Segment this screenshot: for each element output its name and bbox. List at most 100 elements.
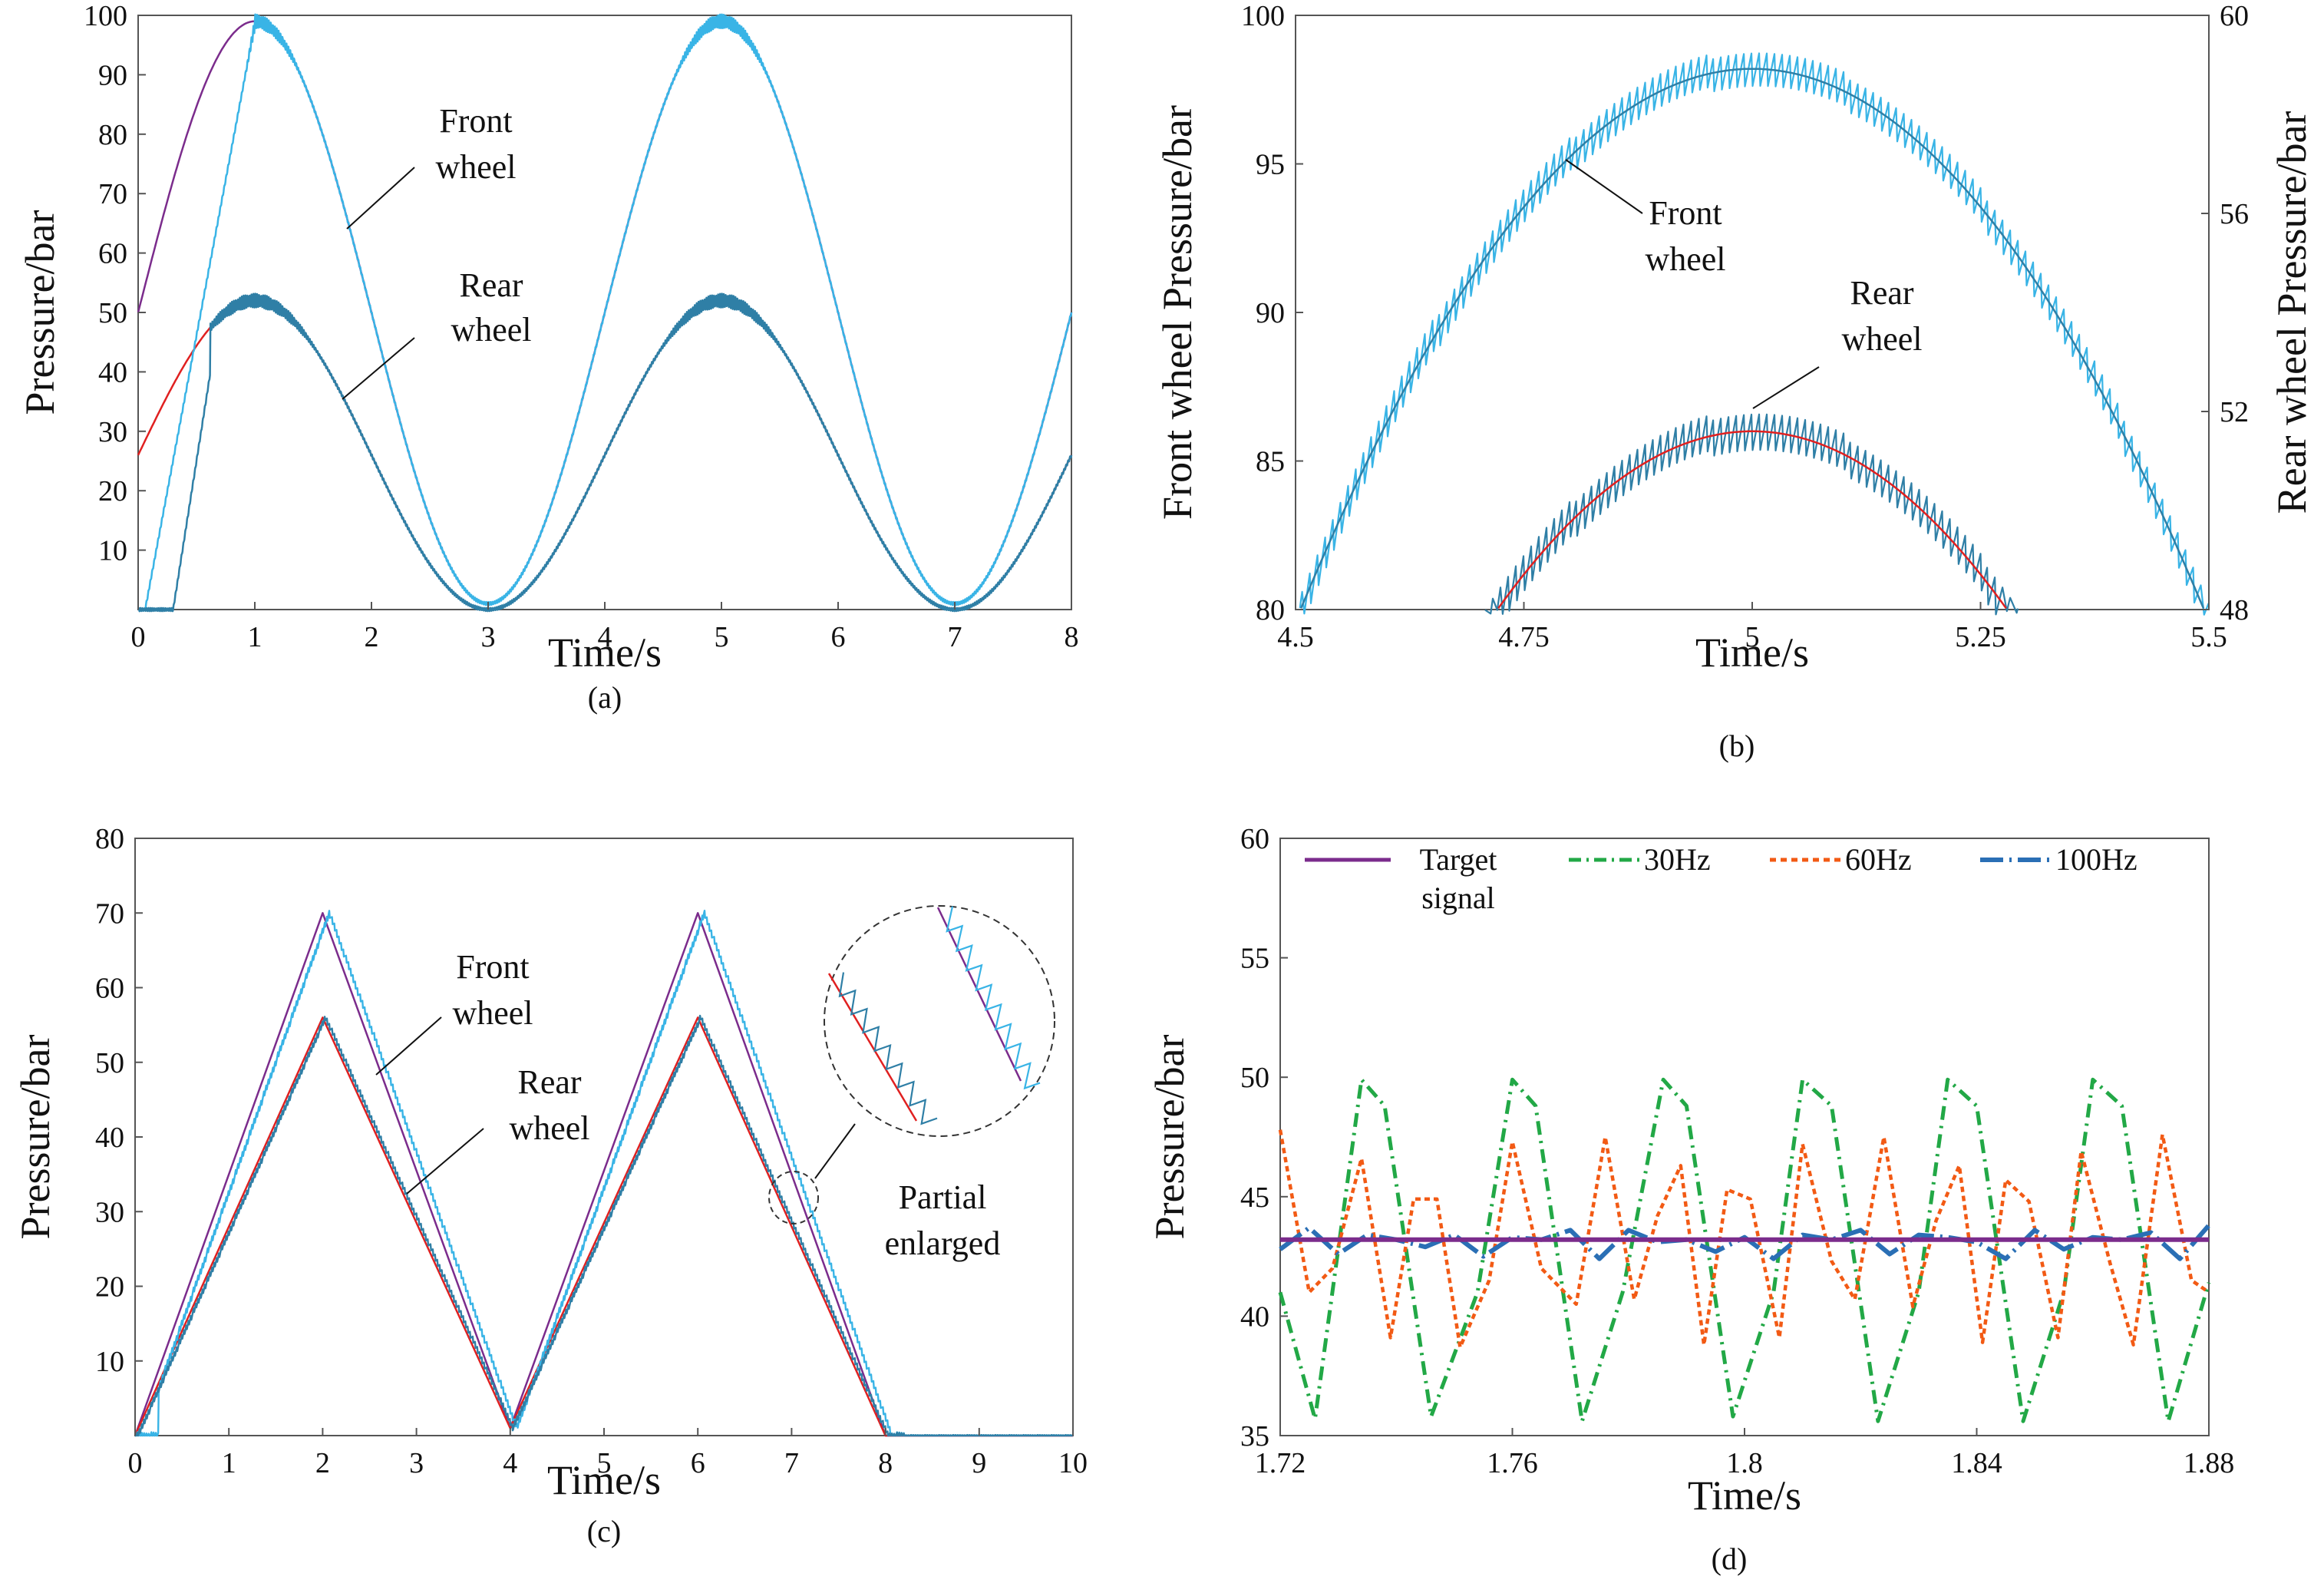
panel-b-ylabel-left: Front wheel Pressure/bar (1154, 105, 1200, 520)
panel-b-xlabel: Time/s (1695, 630, 1809, 676)
panel-d-xlabel: Time/s (1688, 1472, 1801, 1519)
panel-d-y-tick-label: 45 (1240, 1181, 1269, 1214)
panel-c-y-tick-label: 80 (95, 823, 124, 855)
panel-c-caption: (c) (587, 1514, 621, 1548)
panel-b-front-label-1: Front (1649, 194, 1722, 232)
panel-b-x-ticks: 4.5 4.75 5 5.25 5.5 (1277, 602, 2227, 653)
panel-b-ylabel-right: Rear wheel Pressure/bar (2269, 111, 2315, 514)
panel-c-x-tick-label: 6 (691, 1447, 705, 1479)
panel-a-x-tick-label: 4 (598, 621, 612, 653)
panel-b-rear-measured-line (1484, 413, 2019, 616)
panel-b: 4.5 4.75 5 5.25 5.5 80 85 90 95 100 48 52 56 60 Tim… (1154, 0, 2315, 763)
panel-a-rear-measured-line (137, 292, 1073, 613)
panel-a-x-tick-label: 5 (715, 621, 729, 653)
panel-c-y-tick-label: 30 (95, 1196, 124, 1228)
panel-a-x-tick-label: 1 (248, 621, 262, 653)
panel-c-zoom-label-2: enlarged (885, 1224, 1001, 1262)
panel-d-x-tick-label: 1.76 (1487, 1447, 1538, 1479)
panel-d-x-tick-label: 1.84 (1951, 1447, 2002, 1479)
inset-front-measured-line (946, 906, 1041, 1090)
panel-c-zoom-inset-traces (827, 906, 1041, 1125)
panel-b-x-tick-label: 5.25 (1955, 621, 2006, 653)
panel-c-zoom-label-1: Partial (899, 1178, 987, 1216)
panel-d-x-ticks: 1.72 1.76 1.8 1.84 1.88 (1255, 1428, 2235, 1479)
panel-a-x-tick-label: 8 (1065, 621, 1079, 653)
panel-c-x-tick-label: 8 (878, 1447, 893, 1479)
panel-a-x-tick-label: 0 (131, 621, 146, 653)
panel-a-series (137, 13, 1073, 613)
panel-c-x-tick-label: 9 (972, 1447, 986, 1479)
panel-c-y-tick-label: 10 (95, 1346, 124, 1378)
panel-c-x-tick-label: 5 (597, 1447, 612, 1479)
panel-b-y-left-tick-label: 100 (1241, 0, 1285, 32)
panel-c-front-label-2: wheel (452, 994, 533, 1032)
legend-30hz-label: 30Hz (1644, 842, 1711, 877)
panel-c-x-tick-label: 2 (315, 1447, 330, 1479)
panel-a-y-tick-label: 40 (98, 356, 127, 388)
panel-b-y-right-tick-label: 56 (2220, 198, 2249, 230)
panel-c-x-tick-label: 0 (128, 1447, 143, 1479)
panel-a-x-tick-label: 3 (481, 621, 496, 653)
panel-b-y-right-tick-label: 48 (2220, 594, 2249, 626)
panel-b-x-tick-label: 5 (1745, 621, 1760, 653)
panel-d-caption: (d) (1712, 1542, 1748, 1576)
panel-b-rear-label-1: Rear (1850, 274, 1913, 312)
panel-c-y-tick-label: 70 (95, 897, 124, 930)
panel-d-y-tick-label: 50 (1240, 1062, 1269, 1094)
panel-a-x-tick-label: 2 (365, 621, 379, 653)
panel-a-y-tick-label: 10 (98, 535, 127, 567)
panel-b-series (1299, 52, 2210, 616)
legend-100hz-label: 100Hz (2055, 842, 2137, 877)
panel-a-y-tick-label: 90 (98, 59, 127, 91)
panel-d-x-tick-label: 1.72 (1255, 1447, 1306, 1479)
panel-d-y-tick-label: 60 (1240, 823, 1269, 855)
panel-d-y-tick-label: 35 (1240, 1420, 1269, 1452)
panel-b-rear-label-2: wheel (1841, 320, 1922, 358)
inset-rear-measured-line (838, 972, 938, 1125)
panel-a-x-tick-label: 7 (948, 621, 962, 653)
panel-c-rear-label-1: Rear (517, 1063, 581, 1101)
panel-b-x-tick-label: 4.5 (1277, 621, 1314, 653)
panel-c: 0 1 2 3 4 5 6 7 8 9 10 10 20 30 40 50 60 70 80 Time/s Pre… (12, 823, 1088, 1548)
panel-b-front-target-line (1299, 68, 2205, 609)
panel-a-caption: (a) (588, 680, 622, 715)
panel-b-y-left-tick-label: 95 (1256, 149, 1285, 181)
panel-c-y-tick-label: 20 (95, 1271, 124, 1304)
panel-a-front-measured-line (137, 13, 1073, 613)
panel-a-y-tick-label: 50 (98, 297, 127, 329)
panel-d-y-tick-label: 55 (1240, 943, 1269, 975)
panel-b-y-ticks-right: 48 52 56 60 (2201, 0, 2249, 626)
panel-d-y-tick-label: 40 (1240, 1300, 1269, 1333)
panel-c-x-ticks: 0 1 2 3 4 5 6 7 8 9 10 (128, 1428, 1088, 1479)
panel-b-y-ticks-left: 80 85 90 95 100 (1241, 0, 1303, 626)
panel-b-front-label-2: wheel (1645, 240, 1725, 278)
panel-b-front-leader (1565, 159, 1643, 214)
panel-b-x-tick-label: 5.5 (2190, 621, 2227, 653)
panel-c-zoom-leader (814, 1123, 856, 1179)
panel-a-rear-leader (342, 337, 415, 400)
panel-c-y-tick-label: 50 (95, 1047, 124, 1079)
legend-60hz-label: 60Hz (1845, 842, 1912, 877)
panel-a: 0 1 2 3 4 5 6 7 8 10 20 30 40 50 60 70 80 90 100 Time/s P… (17, 0, 1079, 715)
panel-a-y-ticks: 10 20 30 40 50 60 70 80 90 100 (84, 0, 146, 567)
panel-d-series (1278, 1077, 2211, 1423)
panel-a-rear-label-1: Rear (459, 266, 523, 304)
panel-a-y-tick-label: 80 (98, 119, 127, 151)
panel-b-y-right-tick-label: 52 (2220, 396, 2249, 428)
panel-a-y-tick-label: 100 (84, 0, 127, 32)
panel-b-x-tick-label: 4.75 (1498, 621, 1550, 653)
panel-b-y-right-tick-label: 60 (2220, 0, 2249, 32)
panel-d-30hz-line (1278, 1077, 2211, 1423)
panel-b-caption: (b) (1719, 729, 1755, 763)
panel-d-ylabel: Pressure/bar (1147, 1035, 1193, 1240)
panel-c-ylabel: Pressure/bar (12, 1035, 58, 1240)
legend-target-label-1: Target (1420, 842, 1497, 877)
panel-c-x-tick-label: 3 (409, 1447, 424, 1479)
panel-c-zoom-inset (824, 905, 1055, 1137)
panel-d-x-tick-label: 1.88 (2184, 1447, 2235, 1479)
panel-b-y-left-tick-label: 85 (1256, 446, 1285, 478)
panel-a-front-label-2: wheel (435, 148, 516, 186)
panel-c-y-tick-label: 40 (95, 1122, 124, 1154)
